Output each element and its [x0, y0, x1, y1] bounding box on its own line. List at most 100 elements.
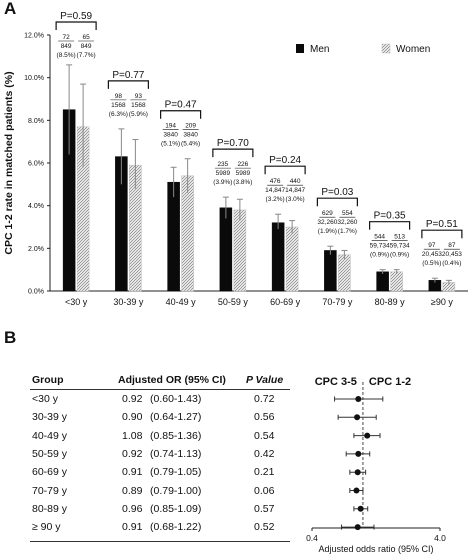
legend-label-men: Men — [310, 44, 329, 55]
count-label-men: 20,453 — [422, 251, 442, 258]
count-label-women: (5.4%) — [181, 141, 200, 148]
legend-label-women: Women — [396, 44, 430, 55]
count-label-men: (3.2%) — [266, 196, 285, 203]
count-label-men: 5989 — [216, 170, 231, 177]
p-value-label: P=0.03 — [321, 187, 353, 198]
forest-point — [364, 432, 371, 439]
table-cell-group: 50-59 y — [32, 447, 68, 460]
x-tick-label: 30-39 y — [113, 297, 144, 307]
x-tick-label: 40-49 y — [166, 297, 197, 307]
p-value-label: P=0.70 — [217, 138, 249, 149]
count-label-men: (1.9%) — [318, 228, 337, 235]
y-tick-label: 8.0% — [28, 118, 44, 125]
x-tick-label: 50-59 y — [218, 297, 249, 307]
table-cell-or: 0.89 — [122, 484, 143, 497]
count-label-women: 849 — [81, 43, 92, 50]
table-cell-p: 0.21 — [254, 466, 275, 479]
table-cell-ci: (0.64-1.27) — [150, 411, 202, 424]
significance-bracket — [212, 148, 254, 158]
count-label-women: (7.7%) — [77, 52, 96, 59]
table-cell-ci: (0.60-1.43) — [150, 393, 202, 405]
table-cell-group: 70-79 y — [32, 484, 68, 497]
significance-bracket — [264, 165, 306, 175]
table-cell-or: 0.92 — [122, 393, 143, 405]
count-label-women: 1568 — [131, 102, 146, 109]
x-tick-label: <30 y — [65, 297, 88, 307]
bar-men — [219, 207, 233, 292]
count-label-women: 554 — [342, 210, 353, 217]
panel-b-label: B — [4, 328, 17, 347]
significance-bracket — [160, 110, 202, 119]
x-tick-label: 70-79 y — [322, 297, 353, 307]
count-label-women: 59,734 — [390, 243, 410, 250]
table-header-p: P Value — [246, 374, 284, 386]
count-label-women: 226 — [237, 161, 248, 168]
count-label-women: (3.8%) — [233, 179, 252, 186]
table-cell-p: 0.56 — [254, 411, 275, 424]
x-tick-label: 60-69 y — [270, 297, 301, 307]
y-tick-label: 10.0% — [24, 75, 44, 82]
count-label-men: (8.5%) — [57, 52, 76, 59]
bar-men — [167, 181, 180, 292]
y-tick-label: 0.0% — [28, 289, 44, 296]
panel-a-label: A — [4, 0, 17, 18]
count-label-men: 629 — [322, 210, 333, 217]
table-cell-p: 0.42 — [254, 447, 275, 460]
table-cell-or: 0.90 — [122, 411, 143, 424]
count-label-men: (5.1%) — [161, 141, 180, 148]
count-label-women: (0.9%) — [390, 252, 409, 259]
forest-tick-label: 0.4 — [306, 533, 318, 543]
table-cell-or: 0.91 — [122, 521, 143, 534]
y-tick-label: 4.0% — [28, 203, 44, 210]
bar-women — [390, 271, 403, 292]
p-value-label: P=0.77 — [112, 70, 144, 81]
count-label-women: 440 — [290, 178, 301, 185]
forest-point — [354, 524, 361, 531]
x-tick-label: ≥90 y — [431, 297, 453, 307]
table-cell-ci: (0.79-1.05) — [150, 466, 202, 479]
count-label-men: 32,260 — [317, 219, 337, 226]
count-label-men: 849 — [61, 43, 72, 50]
count-label-men: 3840 — [163, 132, 178, 139]
forest-tick-label: 4.0 — [434, 533, 446, 543]
count-label-women: 93 — [135, 93, 143, 100]
table-cell-group: 40-49 y — [32, 429, 68, 442]
forest-point — [354, 469, 361, 476]
p-value-label: P=0.59 — [60, 11, 92, 22]
y-tick-label: 6.0% — [28, 161, 44, 168]
significance-bracket — [369, 221, 411, 230]
forest-point — [353, 487, 360, 494]
bar-men — [324, 250, 337, 292]
forest-point — [355, 450, 362, 457]
y-axis-title: CPC 1-2 rate in matched patients (%) — [3, 71, 15, 254]
bar-chart: 0.0% 2.0% 4.0% 6.0% 8.0% 10.0% 12.0% CPC 1-2 ra… — [3, 11, 468, 307]
table-cell-ci: (0.85-1.09) — [150, 502, 202, 515]
count-label-women: 14,847 — [285, 187, 305, 194]
table-cell-ci: (0.79-1.00) — [150, 484, 202, 497]
p-value-label: P=0.51 — [426, 219, 458, 230]
bar-men — [271, 222, 285, 292]
table-cell-or: 1.08 — [122, 429, 143, 442]
table-cell-p: 0.06 — [254, 484, 275, 497]
forest-point — [354, 414, 361, 421]
count-label-women: (3.0%) — [286, 196, 305, 203]
count-label-women: 3840 — [183, 132, 198, 139]
forest-right-label: CPC 1-2 — [369, 376, 411, 388]
table-cell-group: 30-39 y — [32, 411, 68, 424]
count-label-men: (6.3%) — [109, 111, 128, 118]
count-label-men: (0.5%) — [422, 260, 441, 267]
count-label-men: 1568 — [111, 102, 126, 109]
table-cell-p: 0.57 — [254, 502, 275, 515]
count-label-women: 65 — [83, 34, 91, 41]
count-label-women: 513 — [394, 234, 405, 241]
count-label-men: 14,847 — [265, 187, 285, 194]
table-cell-or: 0.96 — [122, 502, 143, 515]
legend-swatch-women — [381, 43, 391, 54]
p-value-label: P=0.47 — [165, 100, 197, 111]
table-cell-ci: (0.85-1.36) — [150, 429, 202, 442]
bar-women — [233, 209, 247, 292]
count-label-men: 194 — [165, 123, 176, 130]
table-cell-group: ≥ 90 y — [32, 521, 61, 534]
count-label-men: 72 — [63, 34, 71, 41]
